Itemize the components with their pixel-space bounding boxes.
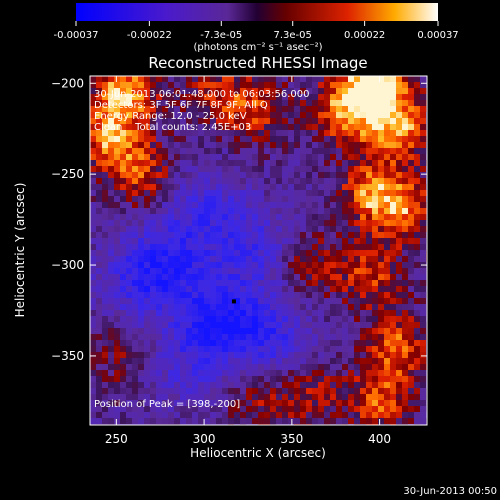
colorbar-unit-label: (photons cm⁻² s⁻¹ asec⁻²) xyxy=(193,42,322,53)
annotation-clean-counts: Clean Total counts: 2.45E+03 xyxy=(94,122,251,133)
annotations: 30-Jun-2013 06:01:48.000 to 06:03:56.000… xyxy=(94,89,310,410)
x-tick-label: 400 xyxy=(368,432,391,446)
annotation-time-range: 30-Jun-2013 06:01:48.000 to 06:03:56.000 xyxy=(94,89,310,100)
colorbar-tick-label: -0.00037 xyxy=(54,30,99,41)
x-axis-label: Heliocentric X (arcsec) xyxy=(190,446,326,460)
x-tick-label: 250 xyxy=(105,432,128,446)
annotation-energy-range: Energy Range: 12.0 - 25.0 keV xyxy=(94,111,247,122)
x-tick-label: 350 xyxy=(280,432,303,446)
chart-title: Reconstructed RHESSI Image xyxy=(148,54,367,72)
y-tick-label: −350 xyxy=(51,349,84,363)
annotation-detectors: Detectors: 3F 5F 6F 7F 8F 9F, All Q xyxy=(94,100,268,111)
colorbar-ticks: -0.00037 -0.00022 -7.3e-05 7.3e-05 0.00022 0.… xyxy=(54,21,459,41)
y-axis: −200 −250 −300 −350 xyxy=(51,76,427,363)
x-tick-label: 300 xyxy=(193,432,216,446)
y-tick-label: −200 xyxy=(51,76,84,90)
plot-frame xyxy=(89,75,428,426)
y-axis-label: Heliocentric Y (arcsec) xyxy=(13,183,27,318)
center-marker xyxy=(231,299,236,304)
colorbar-tick-label: -7.3e-05 xyxy=(200,30,242,41)
colorbar-gradient xyxy=(76,3,438,21)
annotation-peak-position: Position of Peak = [398,-200] xyxy=(94,399,240,410)
colorbar-tick-label: 7.3e-05 xyxy=(274,30,312,41)
y-tick-label: −250 xyxy=(51,167,84,181)
colorbar: -0.00037 -0.00022 -7.3e-05 7.3e-05 0.00022 0.… xyxy=(54,3,459,53)
colorbar-tick-label: 0.00022 xyxy=(344,30,385,41)
y-tick-label: −300 xyxy=(51,258,84,272)
x-axis: 250 300 350 400 xyxy=(105,76,391,446)
footer-timestamp: 30-Jun-2013 00:50 xyxy=(403,486,497,497)
heatmap xyxy=(90,76,427,425)
colorbar-tick-label: 0.00037 xyxy=(417,30,458,41)
colorbar-tick-label: -0.00022 xyxy=(127,30,172,41)
